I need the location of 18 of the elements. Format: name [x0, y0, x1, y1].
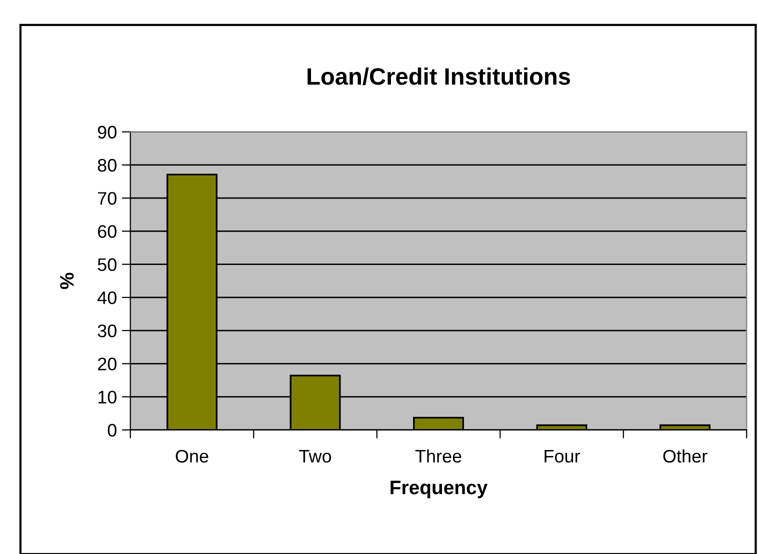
chart-title: Loan/Credit Institutions — [308, 68, 570, 86]
y-axis-title: % — [60, 272, 74, 290]
y-tick-label: 0 — [108, 424, 116, 437]
y-tick-label: 10 — [98, 390, 116, 404]
x-tick-label: Three — [415, 449, 462, 463]
y-tick-label: 70 — [98, 192, 116, 205]
x-axis-title: Frequency — [390, 480, 488, 498]
y-tick-label: 80 — [98, 158, 116, 172]
x-tick-label: Two — [299, 450, 332, 463]
x-tick-label: Other — [663, 449, 708, 463]
y-tick-label: 20 — [98, 358, 116, 370]
y-tick-label: 90 — [98, 126, 116, 139]
x-tick-label: One — [176, 450, 208, 463]
x-tick-label: Four — [544, 450, 580, 463]
y-tick-label: 60 — [98, 225, 116, 238]
y-tick-label: 30 — [98, 324, 116, 338]
y-tick-label: 50 — [98, 258, 116, 272]
y-tick-label: 40 — [98, 291, 116, 304]
